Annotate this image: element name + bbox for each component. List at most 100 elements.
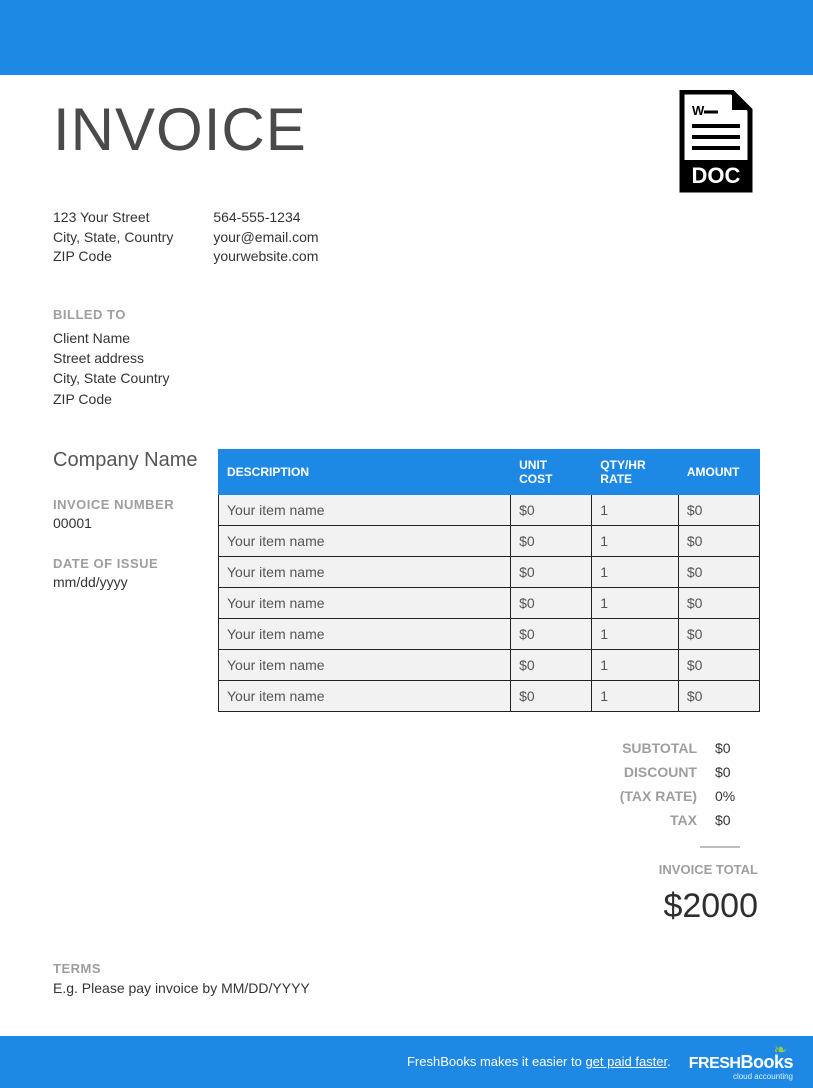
cell-amount: $0 — [678, 556, 759, 587]
cell-unit_cost: $0 — [511, 525, 592, 556]
freshbooks-logo: ❧ FreshBooks cloud accounting — [689, 1043, 793, 1081]
date-of-issue-label: DATE OF ISSUE — [53, 556, 208, 571]
cell-amount: $0 — [678, 587, 759, 618]
from-address: 123 Your Street City, State, Country ZIP… — [53, 208, 173, 267]
client-street: Street address — [53, 348, 760, 368]
discount-value: $0 — [715, 764, 760, 780]
cell-description: Your item name — [219, 494, 511, 525]
table-row: Your item name$01$0 — [219, 556, 760, 587]
from-street: 123 Your Street — [53, 208, 173, 228]
from-website: yourwebsite.com — [213, 247, 318, 267]
main-row: Company Name INVOICE NUMBER 00001 DATE O… — [53, 449, 760, 712]
invoice-number-block: INVOICE NUMBER 00001 — [53, 497, 208, 531]
footer-prefix: FreshBooks makes it easier to — [407, 1054, 585, 1069]
cell-qty: 1 — [592, 525, 679, 556]
from-contact: 564-555-1234 your@email.com yourwebsite.… — [213, 208, 318, 267]
date-of-issue-value: mm/dd/yyyy — [53, 574, 208, 590]
terms-label: TERMS — [53, 961, 760, 976]
invoice-number-value: 00001 — [53, 515, 208, 531]
brand-tagline: cloud accounting — [733, 1073, 793, 1081]
cell-qty: 1 — [592, 649, 679, 680]
top-banner — [0, 0, 813, 75]
subtotal-value: $0 — [715, 740, 760, 756]
table-header-row: DESCRIPTION UNIT COST QTY/HR RATE AMOUNT — [219, 449, 760, 494]
cell-amount: $0 — [678, 618, 759, 649]
tax-line: TAX $0 — [670, 812, 760, 828]
cell-description: Your item name — [219, 556, 511, 587]
from-block: 123 Your Street City, State, Country ZIP… — [53, 208, 760, 267]
tax-label: TAX — [670, 812, 697, 828]
billed-to-block: BILLED TO Client Name Street address Cit… — [53, 307, 760, 409]
cell-qty: 1 — [592, 587, 679, 618]
th-amount: AMOUNT — [678, 449, 759, 494]
th-qty: QTY/HR RATE — [592, 449, 679, 494]
line-items-table-wrap: DESCRIPTION UNIT COST QTY/HR RATE AMOUNT… — [218, 449, 760, 712]
cell-qty: 1 — [592, 680, 679, 711]
cell-unit_cost: $0 — [511, 649, 592, 680]
cell-unit_cost: $0 — [511, 556, 592, 587]
taxrate-value: 0% — [715, 788, 760, 804]
table-row: Your item name$01$0 — [219, 649, 760, 680]
totals-block: SUBTOTAL $0 DISCOUNT $0 (TAX RATE) 0% TA… — [53, 740, 760, 926]
subtotal-line: SUBTOTAL $0 — [622, 740, 760, 756]
from-zip: ZIP Code — [53, 247, 173, 267]
cell-description: Your item name — [219, 587, 511, 618]
cell-unit_cost: $0 — [511, 618, 592, 649]
footer-link[interactable]: get paid faster — [585, 1054, 667, 1069]
cell-amount: $0 — [678, 649, 759, 680]
th-unit-cost: UNIT COST — [511, 449, 592, 494]
th-description: DESCRIPTION — [219, 449, 511, 494]
table-row: Your item name$01$0 — [219, 618, 760, 649]
cell-description: Your item name — [219, 525, 511, 556]
invoice-total-value: $2000 — [663, 887, 758, 926]
brand-name: FreshBooks — [689, 1053, 793, 1072]
discount-line: DISCOUNT $0 — [624, 764, 760, 780]
table-row: Your item name$01$0 — [219, 494, 760, 525]
from-city: City, State, Country — [53, 228, 173, 248]
cell-description: Your item name — [219, 680, 511, 711]
billed-to-label: BILLED TO — [53, 307, 760, 322]
table-row: Your item name$01$0 — [219, 680, 760, 711]
footer-banner: FreshBooks makes it easier to get paid f… — [0, 1036, 813, 1088]
doc-icon-label: DOC — [692, 163, 741, 188]
meta-column: Company Name INVOICE NUMBER 00001 DATE O… — [53, 449, 208, 712]
subtotal-label: SUBTOTAL — [622, 740, 697, 756]
title-row: INVOICE W DOC — [53, 95, 760, 200]
from-phone: 564-555-1234 — [213, 208, 318, 228]
discount-label: DISCOUNT — [624, 764, 697, 780]
cell-qty: 1 — [592, 618, 679, 649]
cell-unit_cost: $0 — [511, 587, 592, 618]
cell-unit_cost: $0 — [511, 494, 592, 525]
invoice-number-label: INVOICE NUMBER — [53, 497, 208, 512]
cell-description: Your item name — [219, 649, 511, 680]
cell-description: Your item name — [219, 618, 511, 649]
cell-amount: $0 — [678, 494, 759, 525]
cell-amount: $0 — [678, 680, 759, 711]
terms-text: E.g. Please pay invoice by MM/DD/YYYY — [53, 980, 760, 996]
page-title: INVOICE — [53, 95, 307, 164]
from-email: your@email.com — [213, 228, 318, 248]
invoice-total-label: INVOICE TOTAL — [659, 862, 758, 877]
doc-file-icon: W DOC — [670, 90, 760, 200]
table-row: Your item name$01$0 — [219, 587, 760, 618]
cell-qty: 1 — [592, 556, 679, 587]
footer-suffix: . — [667, 1054, 671, 1069]
client-city: City, State Country — [53, 368, 760, 388]
terms-block: TERMS E.g. Please pay invoice by MM/DD/Y… — [53, 961, 760, 996]
cell-unit_cost: $0 — [511, 680, 592, 711]
date-of-issue-block: DATE OF ISSUE mm/dd/yyyy — [53, 556, 208, 590]
table-row: Your item name$01$0 — [219, 525, 760, 556]
totals-divider — [700, 846, 740, 848]
cell-amount: $0 — [678, 525, 759, 556]
line-items-table: DESCRIPTION UNIT COST QTY/HR RATE AMOUNT… — [218, 449, 760, 712]
client-name: Client Name — [53, 328, 760, 348]
invoice-page: INVOICE W DOC 123 Your Street City, Stat… — [0, 95, 813, 996]
company-name: Company Name — [53, 449, 208, 472]
taxrate-label: (TAX RATE) — [620, 788, 697, 804]
footer-text: FreshBooks makes it easier to get paid f… — [407, 1054, 671, 1069]
svg-text:W: W — [692, 103, 705, 118]
cell-qty: 1 — [592, 494, 679, 525]
taxrate-line: (TAX RATE) 0% — [620, 788, 760, 804]
tax-value: $0 — [715, 812, 760, 828]
client-zip: ZIP Code — [53, 389, 760, 409]
